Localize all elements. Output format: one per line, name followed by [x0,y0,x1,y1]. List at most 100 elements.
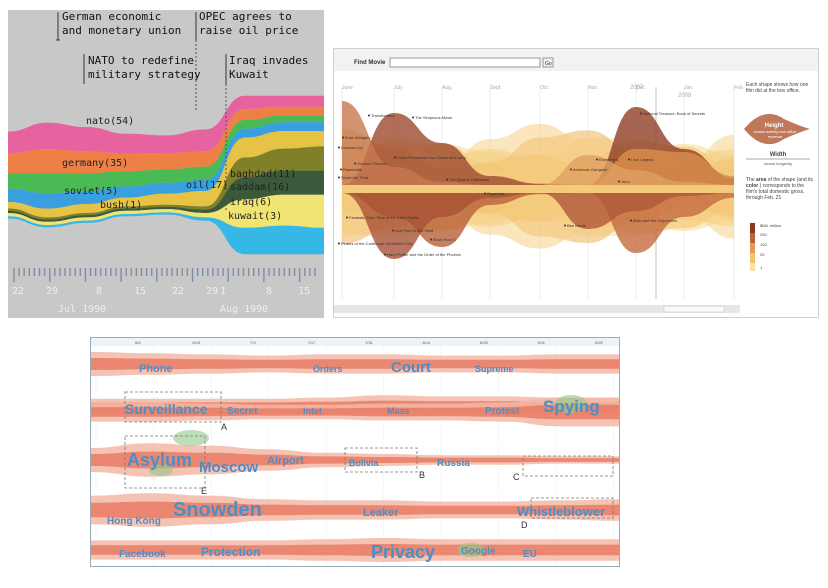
highlight-boxes [124,391,614,519]
topic-word[interactable]: Protection [201,545,260,559]
movie-label[interactable]: Bee Movie [567,223,587,228]
movie-label[interactable]: I Am Legend [631,157,653,162]
date-label: 6/5 [135,340,141,345]
topic-word[interactable]: Intel [303,406,322,416]
topic-word[interactable]: Google [461,546,496,557]
movie-label[interactable]: Enchanted [599,157,618,162]
topic-word[interactable]: Orders [313,364,343,374]
scale-value: 250 [760,232,767,237]
month-label: July [394,85,403,91]
topic-stream-core [91,451,619,469]
legend-width-label: Width [770,152,787,158]
marker-label: E [201,486,207,496]
legend-area-pre: The [746,177,755,183]
box-office-chart: Find Movie Go June July Aug. Sept. Oct. Nov. D… [334,49,818,313]
date-label: 8/28 [480,340,489,345]
topic-word[interactable]: Mass [387,406,410,416]
month-label: Oct. [540,85,549,91]
topic-word[interactable]: Hong Kong [107,516,161,527]
stream-band [8,106,324,174]
find-movie-input[interactable] [389,57,541,68]
annotation-german-line1: German economic [62,10,161,23]
topic-word[interactable]: Leaker [363,507,399,519]
topic-word[interactable]: Whistleblower [517,504,605,519]
topic-word[interactable]: Airport [267,455,304,467]
movie-label[interactable]: National Treasure: Book of Secrets [643,111,705,116]
movie-label[interactable]: Knocked Up [341,145,364,150]
stream-label: saddam(16) [230,182,290,193]
movie-label[interactable]: The Simpsons Movie [415,115,453,120]
topic-word[interactable]: Snowden [173,499,262,521]
stream-label: baghdad(11) [230,169,296,180]
topic-word[interactable]: Bolivia [349,458,380,468]
movie-label[interactable]: The Bourne Ultimatum [449,177,490,182]
topic-word[interactable]: Spying [543,397,600,416]
topic-stream-core [91,358,619,370]
topic-word[interactable]: Asylum [127,450,192,470]
date-label: 7/3 [250,340,256,345]
legend: Each shape shows how one film did at the… [744,82,813,271]
topic-word[interactable]: Privacy [371,542,435,562]
scrollbar-thumb[interactable] [663,305,725,313]
movie-labels: Transformers The Simpsons Movie Knocked Up… [338,111,705,257]
themeriver-panel: German economic and monetary union OPEC … [8,10,324,318]
date-tick-labels: 22 29 8 15 22 29 1 8 15 [12,286,310,297]
stream-band [342,155,734,185]
movie-label[interactable]: Pirates of the Caribbean: At World's End [341,241,412,246]
movie-label[interactable]: Live Free or Die Hard [395,228,433,233]
date-gridlines [95,346,614,566]
annotation-nato-line2: military strategy [88,68,201,81]
date-tick-label: 15 [298,286,310,297]
date-label: 6/19 [193,340,202,345]
movie-label[interactable]: Ocean's Thirteen [357,161,387,166]
movie-label[interactable]: Fantastic Four: Rise of the Silver Surfe… [349,215,420,220]
month-label: June [342,85,353,91]
topic-word[interactable]: Phone [139,363,173,375]
marker-label: D [521,520,528,530]
topic-flow-panel: 6/56/197/37/177/318/148/289/119/2510/9 P… [90,337,620,567]
movie-label[interactable]: Alvin and the Chipmunks [633,218,677,223]
month-label: Aug 1990 [220,304,268,315]
movie-label[interactable]: Transformers [371,113,395,118]
topic-word[interactable]: Supreme [475,364,514,374]
movie-label[interactable]: American Gangster [573,167,608,172]
movie-label[interactable]: Evan Almighty [345,135,370,140]
stream-label: iraq(6) [230,197,272,208]
movie-label[interactable]: Rush Hour 3 [433,237,456,242]
topic-stream-core [91,501,619,519]
month-label: Jul 1990 [58,304,106,315]
date-label: 9/25 [595,340,604,345]
movie-streams [342,101,734,259]
topic-word[interactable]: Secret [227,406,258,417]
topic-word[interactable]: Moscow [199,459,259,476]
month-label: Nov. [588,85,598,91]
legend-height-desc: shows weekly box office revenue [753,129,797,139]
annotation-iraq-line1: Iraq invades [229,54,308,67]
topic-stream-core [91,404,619,420]
annotation-nato-line1: NATO to redefine [88,54,194,67]
stream-band [342,101,734,185]
topic-word[interactable]: EU [523,549,537,560]
topic-word[interactable]: Protest [485,406,520,417]
month-label: Jan. [684,85,693,91]
date-label: 7/17 [308,340,317,345]
legend-area-post: ) corresponds to the film's total domest… [746,183,805,201]
movie-label[interactable]: I Now Pronounce You Chuck and Larry [397,155,466,160]
movie-label[interactable]: Ratatouille [343,167,363,172]
stream-band [8,95,324,154]
date-tick-label: 29 [206,286,218,297]
year-label: 2007 [630,85,644,91]
topic-word[interactable]: Russia [437,458,470,469]
topic-flow-chart: 6/56/197/37/177/318/148/289/119/2510/9 P… [91,338,619,566]
timeline-scrollbar[interactable] [334,305,740,313]
topic-word[interactable]: Court [391,359,431,376]
scale-value: 100 [760,242,767,247]
go-button[interactable] [542,57,554,68]
topic-word[interactable]: Surveillance [125,401,208,417]
movie-label[interactable]: Shrek the Third [341,175,368,180]
movie-label[interactable]: Superbad [487,191,504,196]
movie-label[interactable]: Juno [621,179,630,184]
movie-label[interactable]: Harry Potter and the Order of the Phoeni… [387,252,461,257]
topic-word[interactable]: Facebook [119,549,166,560]
legend-area-word: area [756,177,767,183]
